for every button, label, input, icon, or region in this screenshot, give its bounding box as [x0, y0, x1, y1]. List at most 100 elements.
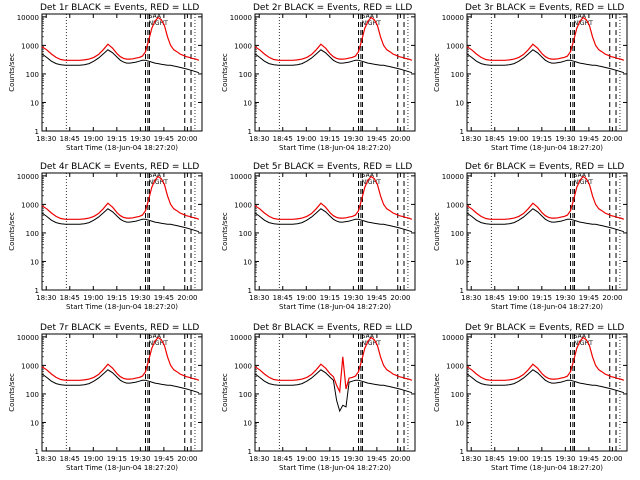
x-tick-label: 19:30 — [130, 294, 150, 302]
lld-series-line — [41, 175, 200, 220]
x-tick-label: 19:30 — [555, 455, 575, 463]
x-tick-label: 19:00 — [508, 455, 528, 463]
x-tick-label: 20:00 — [602, 455, 622, 463]
panel-title: Det 2r BLACK = Events, RED = LLD — [253, 3, 412, 13]
x-axis-label: Start Time (18-Jun-04 18:27:20) — [66, 144, 178, 152]
events-series-line — [466, 208, 625, 233]
detector-panel: Det 1r BLACK = Events, RED = LLD 1 10 100 10… — [8, 3, 203, 152]
y-tick-label: 1 — [460, 128, 464, 136]
x-tick-label: 19:00 — [296, 294, 316, 302]
x-tick-label: 18:45 — [60, 135, 80, 143]
x-tick-label: 19:15 — [532, 455, 552, 463]
y-tick-label: 1 — [460, 448, 464, 456]
events-series-line — [41, 49, 200, 74]
y-tick-label: 1000 — [21, 362, 39, 370]
x-tick-label: 18:45 — [485, 294, 505, 302]
panel-title: Det 7r BLACK = Events, RED = LLD — [40, 323, 199, 333]
plot-frame — [41, 13, 203, 132]
x-tick-label: 19:30 — [130, 135, 150, 143]
x-tick-label: 18:45 — [273, 294, 293, 302]
detector-panel: Det 6r BLACK = Events, RED = LLD 1 10 100 10… — [433, 162, 628, 311]
x-tick-label: 19:30 — [343, 455, 363, 463]
panel-title: Det 6r BLACK = Events, RED = LLD — [465, 162, 624, 172]
x-tick-label: 19:15 — [107, 294, 127, 302]
events-series-line — [41, 208, 200, 233]
x-tick-label: 19:45 — [367, 294, 387, 302]
x-tick-label: 18:30 — [461, 294, 481, 302]
y-tick-label: 10 — [243, 99, 252, 107]
x-axis-label: Start Time (18-Jun-04 18:27:20) — [66, 464, 178, 472]
x-tick-label: 19:00 — [83, 294, 103, 302]
y-tick-label: 10000 — [17, 14, 39, 22]
x-tick-label: 19:00 — [508, 135, 528, 143]
panel-title: Det 4r BLACK = Events, RED = LLD — [40, 162, 199, 172]
lld-series-line — [254, 16, 413, 61]
y-tick-label: 1000 — [234, 201, 252, 209]
y-tick-label: 10000 — [230, 173, 252, 181]
x-tick-label: 19:30 — [343, 294, 363, 302]
x-tick-label: 18:30 — [461, 135, 481, 143]
lld-series-line — [41, 16, 200, 61]
event-label: SAA — [149, 13, 162, 20]
y-tick-label: 1 — [248, 287, 252, 295]
event-label: NIGHT — [149, 340, 168, 347]
y-tick-label: 100 — [451, 391, 464, 399]
x-tick-label: 19:45 — [579, 455, 599, 463]
panel-title: Det 8r BLACK = Events, RED = LLD — [253, 323, 412, 333]
x-tick-label: 18:45 — [273, 455, 293, 463]
y-tick-label: 1 — [460, 287, 464, 295]
x-tick-label: 18:30 — [36, 135, 56, 143]
y-axis-label: Counts/sec — [8, 373, 16, 412]
y-axis-label: Counts/sec — [221, 373, 229, 412]
y-axis-label: Counts/sec — [433, 373, 441, 412]
y-tick-label: 10 — [30, 258, 39, 266]
lld-series-line — [466, 336, 625, 381]
x-tick-label: 19:30 — [343, 135, 363, 143]
detector-panel: Det 7r BLACK = Events, RED = LLD 1 10 100 10… — [8, 323, 203, 472]
y-tick-label: 10 — [455, 99, 464, 107]
lld-series-line — [41, 336, 200, 381]
event-label: NIGHT — [362, 179, 381, 186]
event-label: NIGHT — [149, 179, 168, 186]
x-tick-label: 19:15 — [532, 135, 552, 143]
lld-series-line — [466, 16, 625, 61]
event-label: NIGHT — [574, 340, 593, 347]
x-tick-label: 19:30 — [555, 294, 575, 302]
plot-frame — [466, 333, 628, 452]
x-tick-label: 19:45 — [367, 135, 387, 143]
events-series-line — [466, 49, 625, 74]
events-series-line — [254, 208, 413, 233]
plot-frame — [41, 333, 203, 452]
y-tick-label: 100 — [26, 391, 39, 399]
y-tick-label: 10 — [243, 419, 252, 427]
x-tick-label: 19:00 — [508, 294, 528, 302]
panel-title: Det 3r BLACK = Events, RED = LLD — [465, 3, 624, 13]
x-tick-label: 19:30 — [130, 455, 150, 463]
x-tick-label: 20:00 — [602, 294, 622, 302]
y-tick-label: 100 — [451, 230, 464, 238]
y-tick-label: 1 — [248, 128, 252, 136]
plot-frame — [254, 333, 416, 452]
detector-panel: Det 3r BLACK = Events, RED = LLD 1 10 100 10… — [433, 3, 628, 152]
events-series-line — [41, 369, 200, 394]
y-tick-label: 1000 — [234, 362, 252, 370]
y-tick-label: 1000 — [21, 42, 39, 50]
x-axis-label: Start Time (18-Jun-04 18:27:20) — [491, 303, 603, 311]
y-tick-label: 100 — [239, 230, 252, 238]
event-label: SAA — [574, 333, 587, 340]
lld-series-line — [254, 175, 413, 220]
detector-panel: Det 2r BLACK = Events, RED = LLD 1 10 100 10… — [221, 3, 416, 152]
detector-panel: Det 9r BLACK = Events, RED = LLD 1 10 100 10… — [433, 323, 628, 472]
x-axis-label: Start Time (18-Jun-04 18:27:20) — [66, 303, 178, 311]
x-tick-label: 19:15 — [107, 455, 127, 463]
y-tick-label: 10000 — [442, 334, 464, 342]
y-axis-label: Counts/sec — [8, 53, 16, 92]
y-tick-label: 10 — [455, 419, 464, 427]
x-tick-label: 18:30 — [249, 135, 269, 143]
lld-series-line — [254, 336, 413, 394]
y-tick-label: 1 — [35, 128, 39, 136]
x-tick-label: 18:45 — [60, 294, 80, 302]
y-tick-label: 1 — [35, 448, 39, 456]
y-tick-label: 10000 — [17, 173, 39, 181]
